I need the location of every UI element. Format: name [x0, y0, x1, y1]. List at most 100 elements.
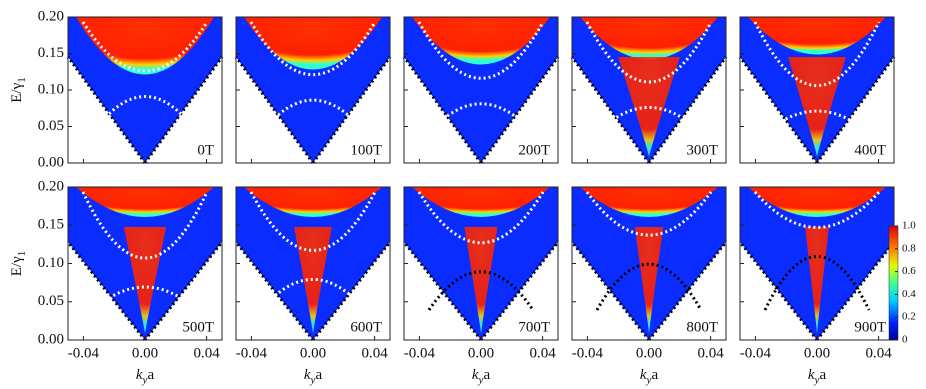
band-dotted: [91, 95, 199, 134]
x-tick-label: -0.04: [572, 345, 604, 361]
x-axis-label-part: a: [147, 367, 154, 383]
y-axis-label: E/γ1: [9, 77, 27, 102]
y-tick-label: 0.20: [38, 8, 64, 24]
boundary-dotted: [402, 56, 560, 164]
colorbar: [888, 225, 899, 341]
boundary-dotted: [738, 241, 896, 341]
hot-channel: [123, 227, 167, 334]
boundary-dotted: [66, 241, 224, 341]
x-tick-label: 0.04: [193, 345, 220, 361]
band-dotted: [753, 21, 881, 88]
y-tick-label: 0.05: [38, 118, 64, 134]
band-dotted: [595, 105, 703, 135]
boundary-dotted: [570, 56, 728, 164]
x-tick-label: 0.04: [529, 345, 556, 361]
x-axis-label-part: y: [814, 374, 820, 386]
panel-label: 600T: [350, 319, 382, 335]
band-dotted: [763, 254, 871, 311]
band-dotted: [417, 21, 545, 80]
y-tick-label: 0.00: [38, 154, 64, 170]
hot-region: [412, 17, 550, 65]
x-axis-label-part: k: [472, 367, 479, 383]
panel-label: 100T: [350, 142, 382, 158]
heatmap-panel: [738, 16, 896, 164]
hot-channel: [634, 227, 664, 334]
panel-label: 700T: [518, 319, 550, 335]
heatmap-region: [404, 17, 558, 163]
heatmap-panel: [234, 186, 392, 341]
y-axis-label-part: 1: [16, 77, 28, 83]
colorbar-tick-label: 0: [902, 334, 908, 346]
x-axis-label-part: y: [478, 374, 484, 386]
x-axis-label: kya: [136, 367, 155, 385]
panel-label: 500T: [182, 319, 214, 335]
boundary-dotted: [738, 56, 896, 164]
x-tick-label: 0.00: [300, 345, 326, 361]
hot-channel: [788, 57, 846, 157]
y-tick-label: 0.00: [38, 331, 64, 347]
panel-label: 400T: [854, 142, 886, 158]
x-axis-label-part: k: [136, 367, 143, 383]
x-axis-label-part: k: [304, 367, 311, 383]
boundary-dotted: [570, 241, 728, 341]
hot-region: [412, 187, 550, 217]
band-dotted: [81, 21, 209, 73]
y-axis-label: E/γ1: [9, 251, 27, 276]
panel-label: 300T: [686, 142, 718, 158]
hot-region: [244, 187, 382, 217]
x-tick-label: 0.04: [361, 345, 388, 361]
x-axis-label-part: y: [142, 374, 148, 386]
panel-label: 800T: [686, 319, 718, 335]
boundary-dotted: [402, 241, 560, 341]
boundary-dotted: [234, 241, 392, 341]
x-tick-label: -0.04: [236, 345, 268, 361]
x-tick-label: 0.04: [697, 345, 724, 361]
y-axis-label-part: E/γ: [9, 256, 25, 276]
colorbar-tick-label: 0.2: [902, 311, 916, 323]
panel-label: 900T: [854, 319, 886, 335]
x-tick-label: -0.04: [404, 345, 436, 361]
heatmap-panel: [570, 186, 728, 341]
band-dotted: [753, 191, 881, 229]
x-axis-label-part: a: [819, 367, 826, 383]
x-tick-label: 0.00: [804, 345, 830, 361]
colorbar-tick-label: 0.4: [902, 288, 916, 300]
band-dotted: [259, 277, 367, 311]
colorbar-tick-label: 0.8: [902, 242, 916, 254]
panel-label: 200T: [518, 142, 550, 158]
x-tick-label: 0.04: [865, 345, 892, 361]
colorbar-tick-label: 1.0: [902, 220, 916, 232]
y-tick-label: 0.05: [38, 293, 64, 309]
x-axis-label-part: a: [315, 367, 322, 383]
band-dotted: [427, 102, 535, 134]
x-axis-label: kya: [472, 367, 491, 385]
band-dotted: [585, 21, 713, 84]
band-dotted: [92, 285, 198, 312]
heatmap-panel: [66, 16, 224, 164]
x-tick-label: 0.00: [636, 345, 662, 361]
heatmap-panel: [234, 16, 392, 164]
y-tick-label: 0.10: [38, 255, 64, 271]
x-axis-label-part: k: [640, 367, 647, 383]
boundary-dotted: [234, 56, 392, 164]
hot-region: [76, 187, 214, 217]
hot-region: [580, 187, 718, 217]
hot-channel: [294, 227, 332, 334]
heatmap-panel: [66, 186, 224, 341]
panel-label: 0T: [197, 142, 214, 158]
x-axis-label: kya: [640, 367, 659, 385]
x-axis-label-part: k: [808, 367, 815, 383]
band-dotted: [764, 109, 870, 135]
heatmap-panel: [402, 186, 560, 341]
hot-region: [580, 17, 718, 60]
x-axis-label: kya: [808, 367, 827, 385]
heatmap-panel: [402, 16, 560, 164]
x-axis-label-part: a: [651, 367, 658, 383]
boundary-dotted: [66, 56, 224, 164]
x-axis-label-part: a: [483, 367, 490, 383]
heatmap-panel: [738, 186, 896, 341]
y-axis-label-part: E/γ: [9, 82, 25, 102]
hot-region: [76, 17, 214, 75]
x-axis-label: kya: [304, 367, 323, 385]
